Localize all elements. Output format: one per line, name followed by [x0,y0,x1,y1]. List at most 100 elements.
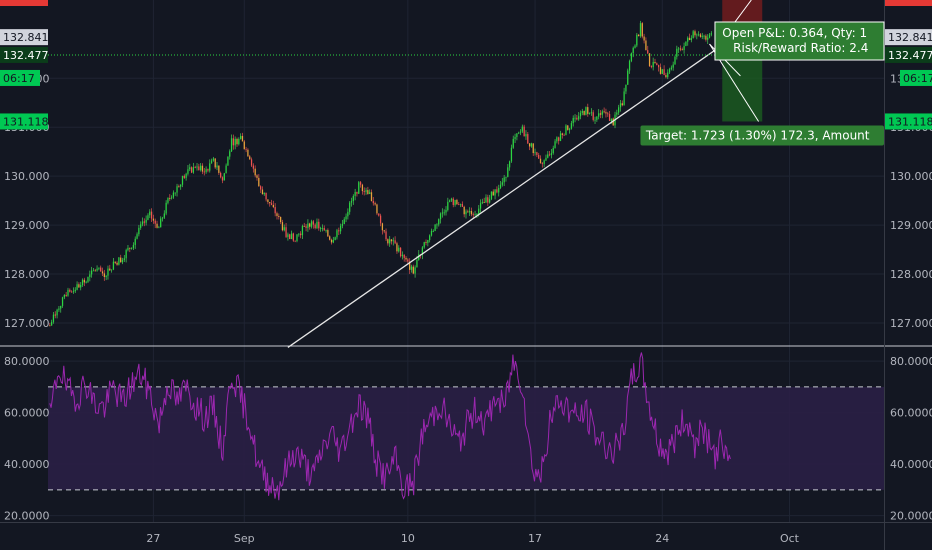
target-price-tag-right: 131.118 [885,113,932,130]
candle [112,257,115,271]
candle-body [58,308,60,310]
target-label-box[interactable]: Target: 1.723 (1.30%) 172.3, Amount [640,125,884,146]
rsi-tick-label-left: 80.0000 [4,355,50,368]
candle [414,265,416,278]
candle-body [363,191,365,192]
candle [565,124,567,136]
candle-body [298,233,300,235]
candle [570,120,573,130]
candle-body [392,240,394,242]
candle-body [498,187,500,193]
candle-body [458,204,460,206]
candle [567,124,569,131]
candle-body [454,199,456,205]
candle [703,34,705,40]
candle-body [643,36,645,41]
candle [329,235,331,241]
rsi-pane[interactable] [48,352,884,501]
candle [588,112,591,115]
candle-body [203,171,205,173]
target-price-tag-left: 131.118 [0,113,49,130]
candle [292,232,294,242]
candle-body [105,275,107,277]
candle-body [318,221,320,229]
candle [429,234,431,243]
candle-body [69,289,71,292]
candle [189,163,191,172]
candle [230,134,233,153]
candle-body [194,167,196,168]
candle [465,209,467,219]
candle [394,236,396,245]
candle-body [141,221,144,225]
candle [665,72,667,79]
candle [470,207,473,217]
candle [630,52,633,63]
candle-body [181,175,184,185]
candle-body [449,200,451,202]
candle-body [394,240,396,244]
candle-body [90,270,93,275]
candle-body [574,117,576,119]
candle [121,257,124,265]
price-pane[interactable] [48,20,884,348]
candle [672,61,674,71]
target-price-tag-left-text: 131.118 [3,115,49,128]
last-price-tag-right: 132.841 [885,29,932,46]
candle [240,133,242,140]
candle-body [323,228,325,231]
candle-body [285,227,287,237]
price-tick-label-right: 127.000 [890,317,932,330]
candle [692,29,694,39]
candle-body [696,34,698,36]
candle-body [152,218,155,221]
candle-body [256,175,258,178]
candle [658,64,660,72]
candle [307,219,309,232]
candle [379,213,382,227]
candle-body [358,182,360,194]
candle [158,225,160,229]
candle [696,33,698,40]
candle-body [632,47,634,54]
trendline[interactable] [287,48,718,348]
countdown-tag-right-text: 06:17 [903,72,932,85]
candle [261,186,264,195]
candle [209,159,211,173]
candle [387,238,389,246]
candle [423,241,425,249]
candle-body [167,198,169,203]
candle-body [381,223,384,231]
candle [290,230,293,240]
candle [498,184,500,197]
candle-body [563,134,565,136]
candle-body [403,254,405,258]
candle-body [307,223,309,228]
candle-body [701,35,703,37]
candle [109,264,111,272]
candle-body [383,230,385,232]
price-tick-label-right: 128.000 [890,268,932,281]
profit-target-zone[interactable] [722,54,763,122]
candle [523,124,525,137]
candle [207,168,209,173]
candle [96,265,98,272]
candle-body [130,248,133,249]
candle-body [674,56,676,65]
candle-body [112,261,115,270]
candle-body [110,269,113,271]
candle [305,224,307,232]
candle-body [299,233,302,236]
candle-body [694,31,696,36]
candle [670,65,673,71]
candle-body [372,201,374,204]
candle [356,191,358,197]
candle-body [552,148,554,154]
candle [65,291,67,297]
candle [129,247,131,253]
candle [343,217,345,225]
candle [152,214,155,224]
